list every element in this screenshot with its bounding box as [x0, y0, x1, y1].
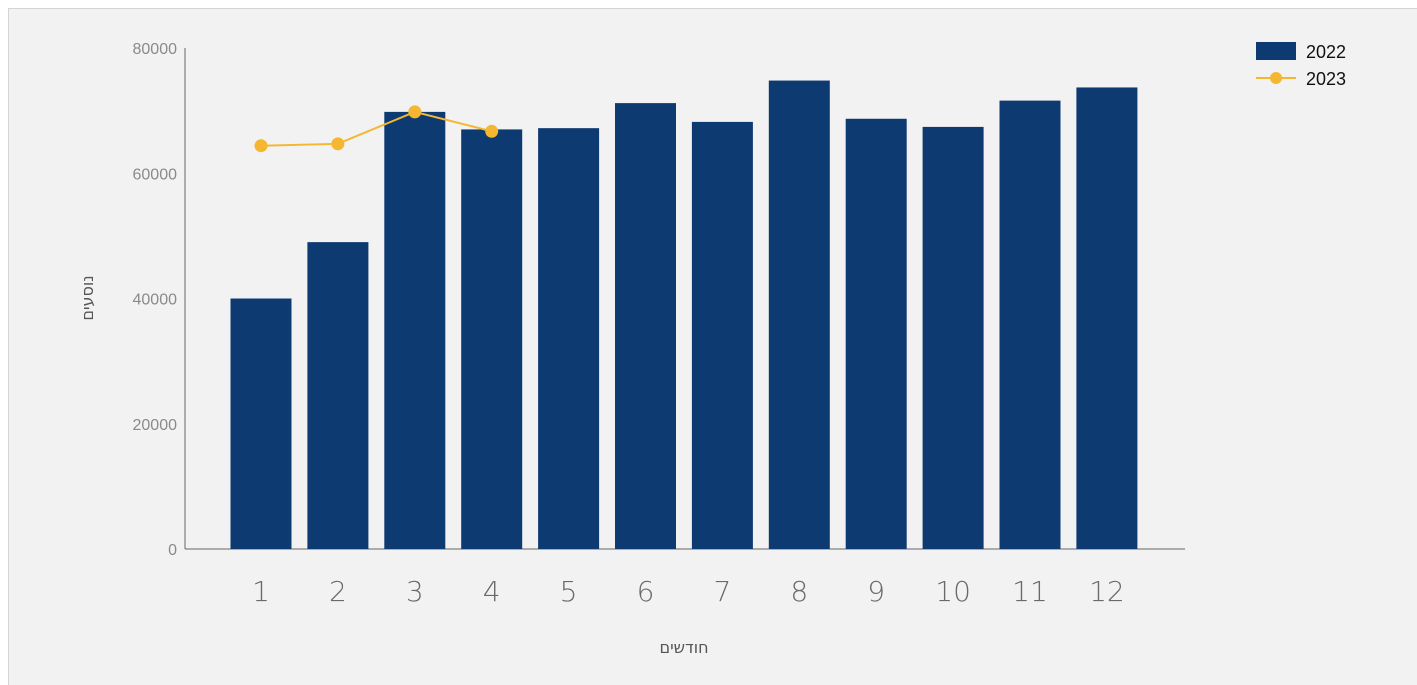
bar-2022-month-11: [999, 100, 1061, 549]
x-tick-label: 1: [252, 575, 270, 608]
bar-2022-month-10: [922, 126, 984, 549]
y-tick-label: 80000: [133, 41, 178, 58]
y-tick-label: 20000: [133, 417, 178, 434]
bar-2022-month-6: [615, 103, 676, 550]
y-axis-ticks: 0 20000 40000 60000 80000: [133, 41, 178, 559]
y-tick-label: 0: [168, 542, 177, 559]
legend-label-2023: 2023: [1306, 69, 1346, 89]
legend-swatch-2022: [1256, 42, 1296, 60]
x-axis-ticks: 1 2 3 4 5 6 7 8 9 10 11 12: [252, 575, 1125, 608]
line-2023: [254, 105, 499, 153]
bar-2022-month-2: [307, 242, 369, 549]
bar-2022-month-5: [538, 128, 600, 549]
legend: 2022 2023: [1256, 42, 1346, 89]
x-tick-label: 12: [1089, 575, 1125, 608]
x-tick-label: 10: [935, 575, 971, 608]
x-tick-label: 2: [329, 575, 347, 608]
x-tick-label: 3: [406, 575, 424, 608]
point-2023-month-4: [485, 124, 499, 138]
bar-2022-month-4: [461, 129, 523, 549]
x-tick-label: 11: [1012, 575, 1048, 608]
point-2023-month-3: [408, 105, 422, 119]
bar-2022-month-1: [230, 298, 292, 549]
point-2023-month-1: [254, 139, 268, 153]
bar-2022-month-9: [845, 118, 907, 550]
line-2023-path: [260, 110, 492, 147]
x-tick-label: 4: [483, 575, 501, 608]
bar-2022-month-12: [1076, 87, 1138, 550]
y-tick-label: 40000: [133, 292, 178, 309]
x-tick-label: 8: [790, 575, 808, 608]
bar-2022-month-3: [384, 111, 446, 549]
bar-2022-month-7: [691, 121, 753, 550]
y-tick-label: 60000: [133, 166, 178, 183]
legend-label-2022: 2022: [1306, 42, 1346, 62]
x-tick-label: 9: [867, 575, 885, 608]
x-tick-label: 7: [713, 575, 731, 608]
point-2023-month-2: [331, 137, 345, 151]
y-axis-title: נוסעים: [78, 275, 97, 320]
x-axis-title: חודשים: [659, 638, 708, 657]
legend-marker-2023: [1270, 72, 1282, 84]
x-tick-label: 6: [637, 575, 655, 608]
bar-2022-month-8: [768, 80, 830, 549]
x-tick-label: 5: [560, 575, 578, 608]
bars-2022: [230, 80, 1138, 550]
